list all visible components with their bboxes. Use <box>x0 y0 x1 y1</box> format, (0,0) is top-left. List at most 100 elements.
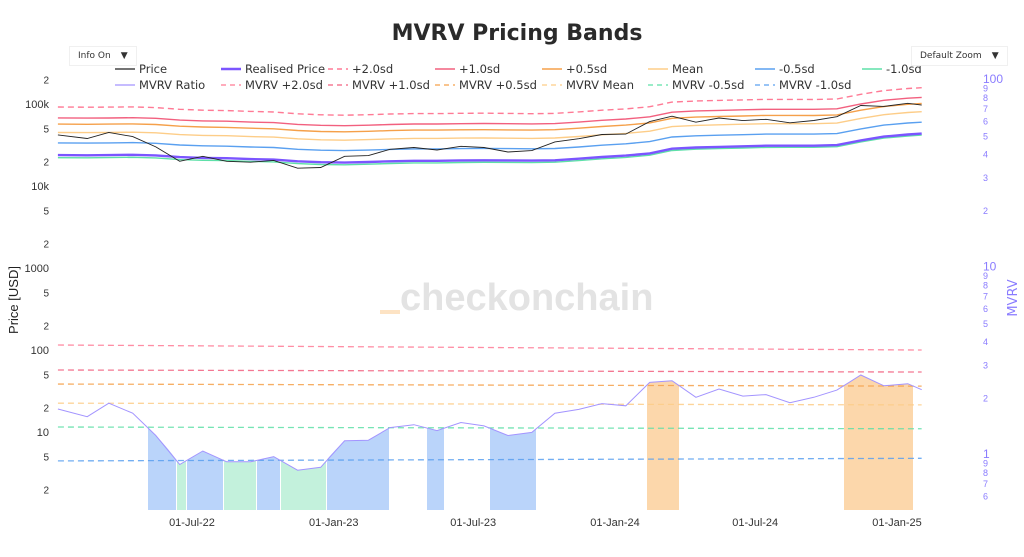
mvrv-band-fill <box>187 451 223 510</box>
price-band-line <box>57 121 922 152</box>
legend-label: MVRV +0.5sd <box>459 78 537 92</box>
legend-label: +1.0sd <box>459 62 500 76</box>
mvrv-band-line <box>57 369 922 373</box>
legend-item[interactable]: MVRV Mean <box>542 78 634 92</box>
legend: Price Realised Price +2.0sd +1.0sd +0.5sd Mea… <box>115 62 922 92</box>
y2-tick-label: 10 <box>983 260 997 274</box>
legend-label: -0.5sd <box>779 62 815 76</box>
y2-tick-label: 4 <box>983 337 988 347</box>
legend-label: Price <box>139 62 167 76</box>
y-tick-label: 2 <box>43 321 49 332</box>
mvrv-band-fill <box>327 428 389 510</box>
legend-label: MVRV Ratio <box>139 78 205 92</box>
mvrv-band-line <box>57 383 922 387</box>
legend-label: MVRV -0.5sd <box>672 78 744 92</box>
legend-item[interactable]: +2.0sd <box>328 62 393 76</box>
y2-tick-label: 3 <box>983 173 988 183</box>
legend-item[interactable]: Realised Price <box>221 62 325 76</box>
y-tick-label: 2 <box>43 75 49 86</box>
y-tick-label: 100k <box>25 99 49 111</box>
y-tick-label: 2 <box>43 485 49 496</box>
mvrv-band-line <box>57 344 922 351</box>
y-tick-label: 2 <box>43 239 49 250</box>
legend-item[interactable]: Price <box>115 62 167 76</box>
info-toggle-dropdown[interactable]: Info On ▼ <box>69 46 137 66</box>
y-tick-label: 1000 <box>25 263 49 275</box>
legend-item[interactable]: +0.5sd <box>542 62 607 76</box>
price-band-line <box>57 134 922 166</box>
y-tick-label: 10k <box>31 181 49 193</box>
legend-item[interactable]: +1.0sd <box>435 62 500 76</box>
legend-label: Mean <box>672 62 703 76</box>
x-axis: 01-Jul-22 01-Jan-23 01-Jul-23 01-Jan-24 01-J… <box>169 517 922 529</box>
y-tick-label: 2 <box>43 157 49 168</box>
watermark-underscore <box>380 310 400 314</box>
y-tick-label: 5 <box>43 207 49 218</box>
legend-item[interactable]: MVRV +1.0sd <box>328 78 430 92</box>
legend-item[interactable]: MVRV -0.5sd <box>648 78 744 92</box>
legend-label: +0.5sd <box>566 62 607 76</box>
x-tick-label: 01-Jul-22 <box>169 517 215 529</box>
watermark-text: checkonchain <box>400 277 653 319</box>
y-tick-label: 5 <box>43 371 49 382</box>
x-tick-label: 01-Jul-23 <box>450 517 496 529</box>
y-tick-label: 100 <box>31 345 49 357</box>
y2-axis-title: MVRV <box>1006 279 1021 316</box>
zoom-dropdown[interactable]: Default Zoom ▼ <box>911 46 1008 66</box>
x-tick-label: 01-Jan-23 <box>309 517 359 529</box>
legend-label: Realised Price <box>245 62 325 76</box>
info-toggle-label: Info On <box>78 51 111 61</box>
mvrv-ratio-line <box>57 374 922 471</box>
y2-tick-label: 3 <box>983 361 988 371</box>
legend-item[interactable]: MVRV Ratio <box>115 78 205 92</box>
x-tick-label: 01-Jan-25 <box>872 517 922 529</box>
y-tick-label: 5 <box>43 289 49 300</box>
legend-item[interactable]: -0.5sd <box>755 62 815 76</box>
mvrv-band-fill <box>427 427 444 510</box>
y-tick-label: 5 <box>43 125 49 136</box>
dropdown-arrow-icon: ▼ <box>120 51 128 61</box>
price-band-line <box>57 111 922 141</box>
mvrv-band-fill <box>257 456 280 510</box>
chart-title: MVRV Pricing Bands <box>392 21 643 46</box>
mvrv-band-fill <box>844 375 913 510</box>
legend-item[interactable]: MVRV +2.0sd <box>221 78 323 92</box>
legend-item[interactable]: MVRV +0.5sd <box>435 78 537 92</box>
y2-tick-label: 2 <box>983 206 988 216</box>
y2-tick-label: 7 <box>983 292 988 302</box>
y2-tick-label: 4 <box>983 150 988 160</box>
zoom-dropdown-label: Default Zoom <box>920 51 982 61</box>
price-band-line <box>57 102 922 133</box>
y-tick-label: 5 <box>43 453 49 464</box>
y2-tick-label: 9 <box>983 459 988 469</box>
legend-label: MVRV Mean <box>566 78 634 92</box>
dropdown-arrow-icon: ▼ <box>991 51 999 61</box>
legend-label: MVRV -1.0sd <box>779 78 851 92</box>
y2-tick-label: 8 <box>983 93 988 103</box>
legend-item[interactable]: MVRV -1.0sd <box>755 78 851 92</box>
watermark: checkonchain <box>380 277 653 319</box>
mvrv-band-fill <box>224 460 256 510</box>
y-axis-title: Price [USD] <box>6 266 21 334</box>
price-line <box>57 102 922 169</box>
mvrv-fills <box>148 375 913 510</box>
legend-item[interactable]: Mean <box>648 62 703 76</box>
legend-label: MVRV +1.0sd <box>352 78 430 92</box>
y2-tick-label: 6 <box>983 304 988 314</box>
mvrv-band-fill <box>490 428 536 510</box>
mvrv-band-fill <box>281 460 326 510</box>
x-tick-label: 01-Jul-24 <box>732 517 778 529</box>
y2-tick-label: 8 <box>983 281 988 291</box>
legend-label: +2.0sd <box>352 62 393 76</box>
mvrv-band-fill <box>148 427 176 510</box>
y-tick-label: 2 <box>43 403 49 414</box>
y2-tick-label: 7 <box>983 479 988 489</box>
mvrv-band-line <box>57 402 922 406</box>
y2-tick-label: 5 <box>983 131 988 141</box>
y2-tick-label: 6 <box>983 492 988 502</box>
y2-tick-label: 5 <box>983 319 988 329</box>
x-tick-label: 01-Jan-24 <box>590 517 640 529</box>
y2-tick-label: 8 <box>983 468 988 478</box>
